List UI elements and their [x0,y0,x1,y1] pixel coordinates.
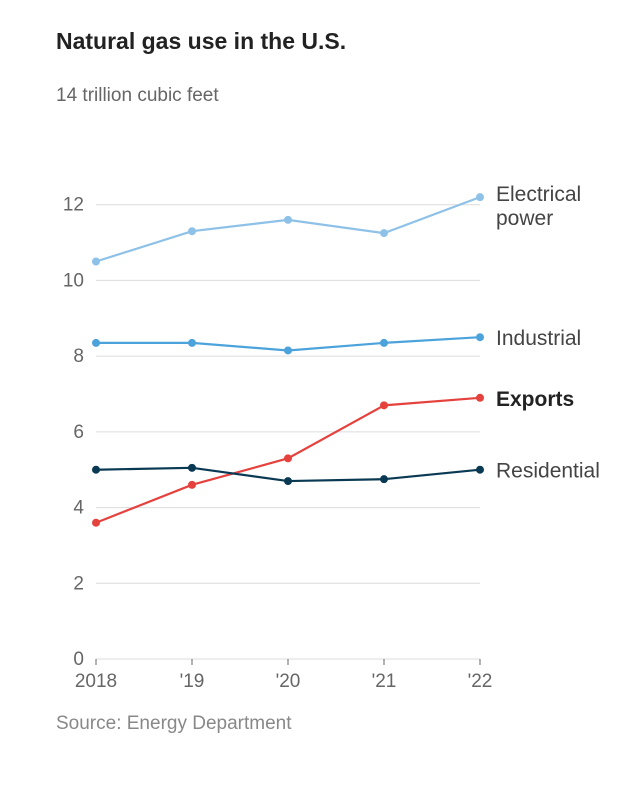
series-marker-exports [380,401,388,409]
series-marker-industrial [380,339,388,347]
series-marker-residential [284,477,292,485]
x-tick-label: '20 [276,671,301,692]
y-tick-label: 10 [63,270,84,291]
series-label-residential: Residential [496,460,600,483]
x-tick-label: 2018 [75,671,117,692]
y-tick-label: 2 [73,573,84,594]
series-marker-residential [92,466,100,474]
series-marker-electrical_power [188,227,196,235]
series-marker-exports [188,481,196,489]
y-tick-label: 8 [73,346,84,367]
series-marker-residential [380,475,388,483]
series-label-electrical_power: power [496,207,553,230]
x-tick-label: '19 [180,671,205,692]
series-marker-industrial [476,333,484,341]
series-marker-electrical_power [284,216,292,224]
series-marker-exports [284,454,292,462]
chart-title: Natural gas use in the U.S. [56,28,620,55]
series-marker-residential [188,464,196,472]
x-tick-label: '21 [372,671,397,692]
series-label-industrial: Industrial [496,327,581,350]
y-tick-label: 4 [73,498,84,519]
y-tick-label: 12 [63,195,84,216]
chart-plot-wrap: 0 2 4 6 8 10 12 2018 '19 '20 '21 '22 Electricalpower… [56,119,620,699]
series-line-electrical_power [96,197,480,261]
series-label-exports: Exports [496,388,574,411]
series-marker-exports [476,394,484,402]
chart-container: Natural gas use in the U.S. 14 trillion … [0,0,640,755]
series-marker-electrical_power [92,258,100,266]
series-marker-electrical_power [380,229,388,237]
series-marker-industrial [284,346,292,354]
series-marker-exports [92,519,100,527]
series-marker-electrical_power [476,193,484,201]
y-tick-label: 0 [73,649,84,670]
y-axis-top-label: 14 trillion cubic feet [56,85,620,107]
y-tick-label: 6 [73,422,84,443]
series-label-electrical_power: Electrical [496,183,581,206]
series-marker-industrial [92,339,100,347]
x-tick-label: '22 [468,671,493,692]
chart-source: Source: Energy Department [56,713,620,735]
series-marker-residential [476,466,484,474]
series-marker-industrial [188,339,196,347]
line-chart: 0 2 4 6 8 10 12 2018 '19 '20 '21 '22 Electricalpower… [56,119,620,699]
